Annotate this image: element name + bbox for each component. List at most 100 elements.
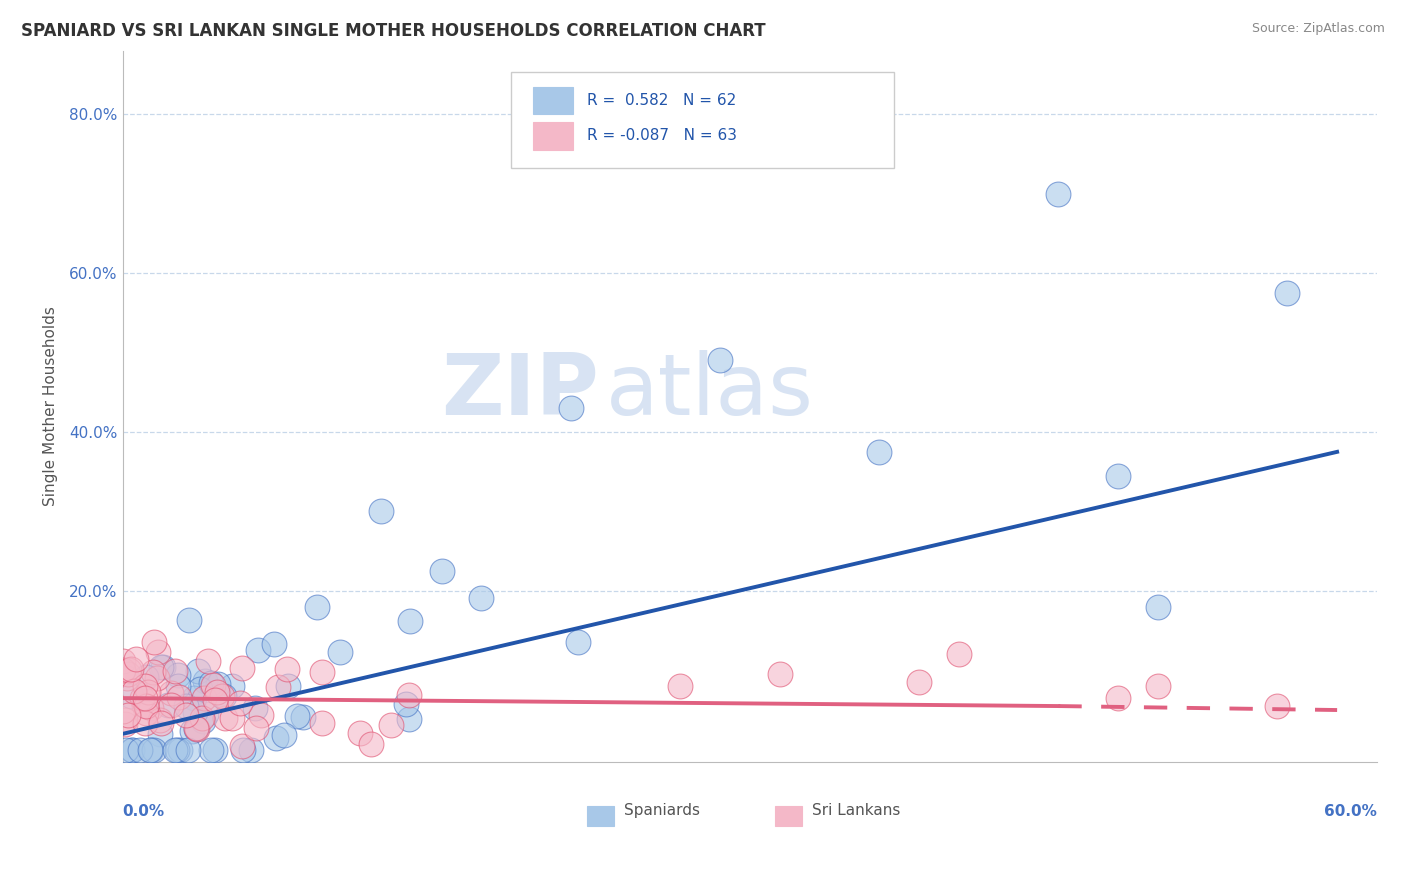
- Point: [250, 707, 273, 722]
- Bar: [775, 805, 803, 826]
- Point: [1147, 679, 1170, 693]
- Point: [398, 689, 420, 703]
- Point: [243, 700, 266, 714]
- Point: [159, 686, 181, 700]
- Point: [139, 700, 162, 714]
- Point: [183, 705, 205, 719]
- Point: [180, 723, 202, 738]
- Point: [709, 353, 731, 368]
- Point: [135, 706, 157, 721]
- Point: [174, 699, 197, 714]
- Point: [177, 743, 200, 757]
- Point: [184, 722, 207, 736]
- Point: [141, 743, 163, 757]
- Text: 60.0%: 60.0%: [1324, 805, 1376, 820]
- Point: [125, 652, 148, 666]
- Point: [398, 614, 420, 628]
- Point: [114, 713, 136, 727]
- Point: [221, 679, 243, 693]
- Point: [277, 679, 299, 693]
- Point: [138, 685, 160, 699]
- Point: [292, 709, 315, 723]
- Point: [135, 670, 157, 684]
- Point: [432, 564, 454, 578]
- Point: [202, 678, 225, 692]
- Point: [245, 721, 267, 735]
- Point: [111, 704, 134, 718]
- Text: R =  0.582   N = 62: R = 0.582 N = 62: [586, 93, 735, 108]
- Point: [112, 663, 135, 677]
- Point: [134, 690, 156, 705]
- Point: [190, 711, 212, 725]
- Point: [307, 600, 329, 615]
- Text: atlas: atlas: [606, 351, 814, 434]
- Point: [908, 675, 931, 690]
- Point: [163, 743, 186, 757]
- Point: [174, 708, 197, 723]
- Point: [200, 743, 222, 757]
- Point: [188, 682, 211, 697]
- Point: [149, 727, 172, 741]
- Point: [152, 660, 174, 674]
- Point: [204, 743, 226, 757]
- Point: [112, 654, 135, 668]
- Point: [149, 714, 172, 728]
- Point: [117, 671, 139, 685]
- Point: [1147, 599, 1170, 614]
- Point: [177, 613, 200, 627]
- FancyBboxPatch shape: [512, 72, 894, 168]
- Point: [263, 638, 285, 652]
- Point: [160, 698, 183, 713]
- Point: [276, 662, 298, 676]
- Point: [207, 685, 229, 699]
- Point: [669, 679, 692, 693]
- Point: [231, 739, 253, 753]
- Text: 0.0%: 0.0%: [122, 805, 165, 820]
- Point: [266, 680, 288, 694]
- Bar: [533, 87, 572, 114]
- Point: [145, 671, 167, 685]
- Point: [142, 743, 165, 757]
- Point: [146, 645, 169, 659]
- Bar: [533, 122, 572, 150]
- Point: [135, 698, 157, 713]
- Point: [156, 698, 179, 712]
- Point: [1047, 186, 1070, 201]
- Point: [193, 714, 215, 729]
- Point: [163, 664, 186, 678]
- Point: [142, 665, 165, 680]
- Point: [194, 674, 217, 689]
- Point: [169, 743, 191, 757]
- Point: [197, 654, 219, 668]
- Text: Sri Lankans: Sri Lankans: [813, 803, 901, 817]
- Point: [229, 696, 252, 710]
- Bar: [586, 805, 614, 826]
- Point: [394, 697, 416, 711]
- Point: [142, 635, 165, 649]
- Point: [232, 743, 254, 757]
- Text: Source: ZipAtlas.com: Source: ZipAtlas.com: [1251, 22, 1385, 36]
- Point: [134, 716, 156, 731]
- Point: [121, 743, 143, 757]
- Point: [329, 645, 352, 659]
- Point: [212, 689, 235, 703]
- Point: [118, 663, 141, 677]
- Point: [114, 743, 136, 757]
- Text: Spaniards: Spaniards: [624, 803, 700, 817]
- Point: [567, 634, 589, 648]
- Point: [134, 679, 156, 693]
- Point: [169, 690, 191, 705]
- Point: [124, 684, 146, 698]
- Point: [166, 679, 188, 693]
- Point: [239, 743, 262, 757]
- Point: [186, 722, 208, 736]
- Text: SPANIARD VS SRI LANKAN SINGLE MOTHER HOUSEHOLDS CORRELATION CHART: SPANIARD VS SRI LANKAN SINGLE MOTHER HOU…: [21, 22, 766, 40]
- Point: [150, 660, 173, 674]
- Point: [360, 737, 382, 751]
- Point: [311, 665, 333, 680]
- Point: [1267, 699, 1289, 714]
- Point: [1107, 468, 1129, 483]
- Point: [128, 743, 150, 757]
- Point: [264, 731, 287, 745]
- Point: [167, 668, 190, 682]
